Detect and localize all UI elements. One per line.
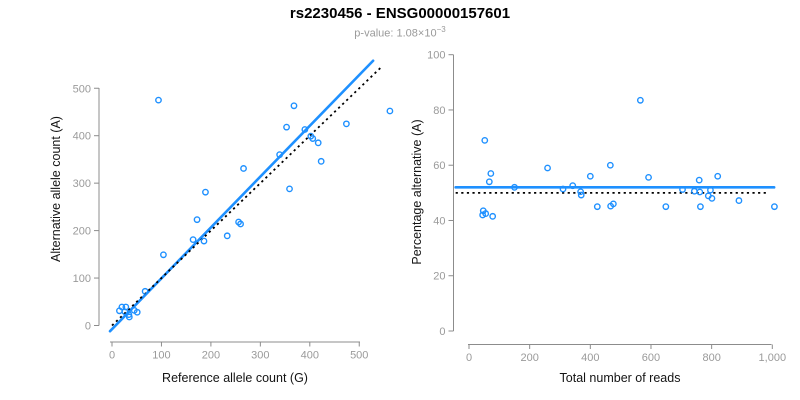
data-point: [133, 308, 141, 316]
right-plot: 0 20 40 60 80 100 0 200 400 600 800 1,000: [427, 50, 786, 364]
data-point: [697, 203, 704, 211]
right-x-axis-title: Total number of reads: [559, 371, 681, 385]
data-point: [489, 212, 497, 220]
x-tick-label: 0: [466, 352, 472, 364]
data-point: [559, 185, 567, 193]
data-point: [696, 188, 704, 196]
left-x-axis-title: Reference allele count (G): [162, 371, 308, 385]
data-point: [569, 182, 577, 190]
data-point: [193, 216, 201, 224]
y-tick-label: 0: [439, 326, 445, 338]
y-tick-label: 500: [73, 83, 91, 95]
data-point: [586, 172, 594, 180]
data-point: [636, 96, 644, 104]
data-point: [317, 157, 325, 165]
right-y-axis-title: Percentage alternative (A): [410, 119, 424, 265]
data-point: [606, 161, 614, 169]
data-point: [276, 151, 284, 159]
x-tick-label: 200: [520, 352, 538, 364]
data-point: [122, 303, 130, 311]
y-tick-label: 100: [427, 50, 445, 62]
x-tick-label: 400: [581, 352, 599, 364]
data-point: [342, 120, 350, 128]
data-point: [679, 186, 686, 193]
x-tick-label: 600: [642, 352, 660, 364]
data-point: [314, 139, 322, 147]
data-point: [609, 200, 617, 208]
x-tick-label: 400: [301, 350, 319, 362]
left-y-axis-title: Alternative allele count (A): [49, 116, 63, 262]
data-point: [577, 191, 585, 199]
data-point: [690, 187, 698, 195]
figure-subtitle: p-value: 1.08×10−3: [0, 25, 800, 40]
y-tick-label: 20: [433, 271, 445, 283]
x-tick-label: 0: [109, 350, 115, 362]
x-tick-label: 1,000: [759, 352, 787, 364]
data-point: [771, 203, 778, 211]
data-point: [202, 188, 209, 196]
x-tick-label: 800: [702, 352, 720, 364]
data-point: [200, 237, 208, 245]
data-point: [286, 185, 293, 193]
y-tick-label: 40: [433, 215, 445, 227]
data-point: [386, 107, 394, 115]
data-point: [481, 136, 489, 144]
p-value-text: p-value: 1.08×10: [354, 27, 437, 40]
data-point: [544, 164, 551, 172]
x-tick-label: 200: [202, 350, 220, 362]
figure-title: rs2230456 - ENSG00000157601: [289, 5, 511, 22]
data-point: [482, 210, 490, 217]
data-point: [189, 236, 197, 244]
data-point: [155, 96, 162, 104]
data-point: [714, 172, 722, 180]
y-tick-label: 400: [73, 131, 91, 143]
data-point: [223, 232, 231, 240]
data-point: [309, 135, 317, 142]
left-plot: 0 100 200 300 400 500 0 100 200 300 400 500: [73, 59, 394, 362]
data-point: [645, 173, 652, 181]
data-point: [125, 313, 133, 321]
x-tick-label: 100: [152, 350, 170, 362]
data-point: [662, 203, 670, 211]
data-point: [301, 126, 309, 133]
y-tick-label: 60: [433, 160, 445, 172]
y-tick-label: 300: [73, 178, 91, 190]
y-tick-label: 80: [433, 105, 445, 117]
data-point: [485, 178, 493, 186]
data-point: [118, 303, 126, 311]
x-tick-label: 300: [251, 350, 269, 362]
data-point: [695, 176, 703, 184]
data-point: [283, 123, 290, 131]
data-point: [290, 102, 298, 110]
y-tick-label: 200: [73, 226, 91, 238]
data-point: [237, 220, 244, 228]
x-tick-label: 500: [350, 350, 368, 362]
p-value-exponent: −3: [436, 25, 446, 34]
data-point: [141, 287, 149, 295]
y-tick-label: 0: [85, 321, 91, 333]
data-point: [735, 197, 743, 204]
data-point: [577, 188, 585, 196]
data-point: [708, 194, 716, 202]
data-point: [593, 203, 601, 211]
y-tick-label: 100: [73, 273, 91, 285]
data-point: [487, 170, 495, 177]
data-point: [707, 186, 714, 194]
left-identity-line: [111, 66, 383, 327]
data-point: [160, 251, 167, 259]
data-point: [511, 183, 518, 191]
data-point: [240, 165, 247, 172]
